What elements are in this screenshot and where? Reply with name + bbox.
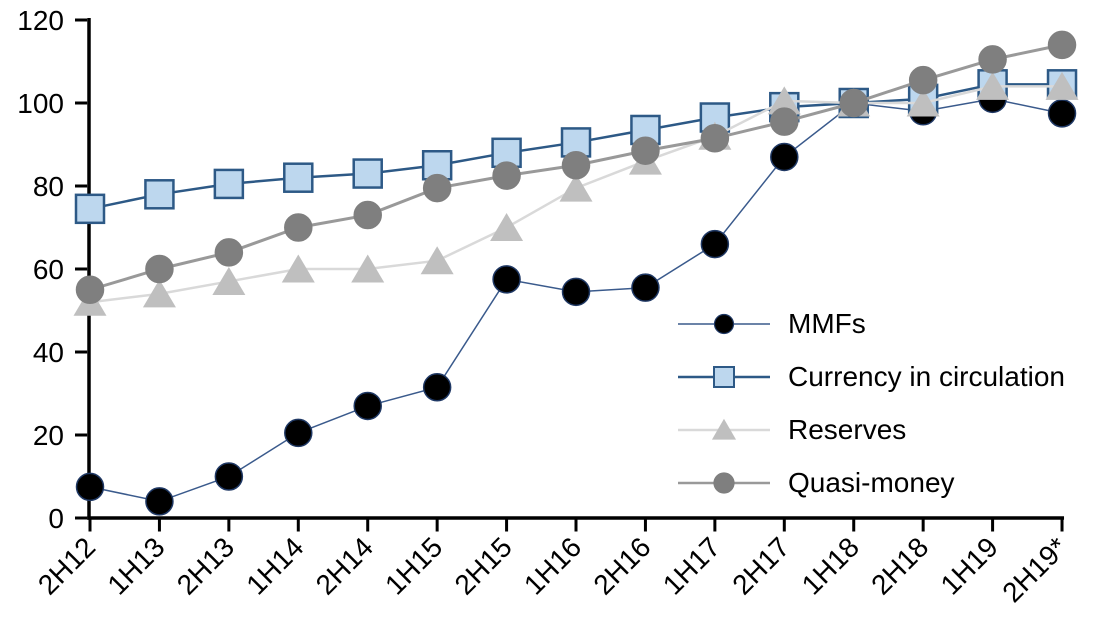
reserves-marker (490, 213, 524, 241)
x-tick-label: 1H19 (935, 531, 1004, 600)
reserves-marker (281, 254, 315, 283)
mmfs-marker (422, 373, 452, 402)
x-tick-label: 2H19* (996, 531, 1073, 608)
mmfs-marker (492, 265, 521, 294)
x-tick-label: 1H14 (240, 531, 309, 600)
quasi-money-marker (422, 173, 452, 203)
reserves-marker (351, 254, 385, 283)
currency-in-circulation-marker (491, 137, 522, 169)
quasi-money-marker (214, 238, 244, 267)
quasi-money-marker (561, 151, 591, 180)
currency-in-circulation-marker (283, 162, 314, 193)
legend-label-quasi-money: Quasi-money (788, 466, 955, 498)
quasi-money-marker (978, 45, 1007, 74)
reserves-line-triangle-icon (678, 418, 770, 440)
mmfs-line-circle-icon (678, 313, 770, 334)
quasi-money-marker (353, 200, 382, 230)
reserves-marker (559, 173, 593, 202)
quasi-money-marker (284, 213, 313, 242)
currency-in-circulation-marker (213, 168, 245, 200)
legend-item-quasi-money: Quasi-money (676, 456, 1065, 509)
x-tick-label: 2H18 (865, 531, 934, 600)
reserves-marker (1045, 71, 1079, 100)
quasi-money-marker (145, 254, 174, 284)
quasi-money-marker (770, 107, 799, 136)
legend-item-currency: Currency in circulation (676, 350, 1065, 403)
x-tick-label: 1H15 (379, 531, 448, 600)
mmfs-marker (631, 273, 660, 302)
y-tick-label: 100 (17, 88, 64, 119)
mmfs-marker (284, 418, 313, 448)
mmfs-marker (214, 462, 244, 491)
mmfs-marker (145, 487, 174, 516)
mmfs-marker (700, 229, 730, 259)
reserves-marker (976, 71, 1010, 100)
y-tick-label: 60 (33, 254, 64, 285)
y-tick-label: 40 (33, 337, 64, 368)
quasi-money-marker (908, 65, 938, 95)
y-tick-label: 80 (33, 171, 64, 202)
reserves-marker (420, 246, 454, 275)
reserves-marker (212, 266, 246, 295)
mmfs-marker (770, 142, 799, 172)
quasi-money-marker (492, 161, 521, 190)
mmfs-marker (1047, 99, 1077, 128)
x-tick-label: 2H12 (32, 531, 101, 600)
quasi-money-marker (839, 88, 868, 118)
quasi-money-marker (631, 136, 660, 165)
reserves-marker (142, 279, 176, 308)
quasi-money-marker (75, 275, 105, 304)
legend-item-reserves: Reserves (676, 403, 1065, 456)
quasi-money-line-circle-icon (678, 471, 770, 494)
x-tick-label: 1H13 (101, 531, 170, 600)
legend-label-mmfs: MMFs (788, 307, 866, 339)
y-tick-label: 20 (33, 420, 64, 451)
quasi-money-marker (700, 124, 730, 153)
legend-label-reserves: Reserves (788, 413, 907, 445)
x-tick-label: 2H15 (449, 531, 518, 600)
x-tick-label: 2H13 (171, 531, 240, 600)
reserves-marker (767, 86, 801, 115)
y-tick-label: 0 (48, 503, 64, 534)
currency-in-circulation-marker (352, 158, 383, 189)
x-tick-label: 1H18 (796, 531, 865, 600)
reserves-marker (906, 88, 940, 117)
mmfs-marker (75, 472, 105, 502)
legend: MMFs Currency in circulation Reserves Qu… (676, 297, 1065, 509)
legend-label-currency: Currency in circulation (788, 360, 1065, 392)
x-tick-label: 2H17 (726, 531, 795, 600)
x-tick-label: 2H16 (587, 531, 656, 600)
currency-in-circulation-marker (74, 193, 106, 225)
x-tick-label: 1H16 (518, 531, 587, 600)
quasi-money-marker (1047, 30, 1077, 60)
currency-in-circulation-marker (144, 179, 175, 210)
mmfs-marker (561, 277, 591, 307)
x-tick-label: 2H14 (310, 531, 379, 600)
legend-item-mmfs: MMFs (676, 297, 1065, 350)
x-tick-label: 1H17 (657, 531, 726, 600)
y-tick-label: 120 (17, 5, 64, 36)
mmfs-marker (353, 391, 382, 421)
currency-line-square-icon (678, 365, 770, 388)
